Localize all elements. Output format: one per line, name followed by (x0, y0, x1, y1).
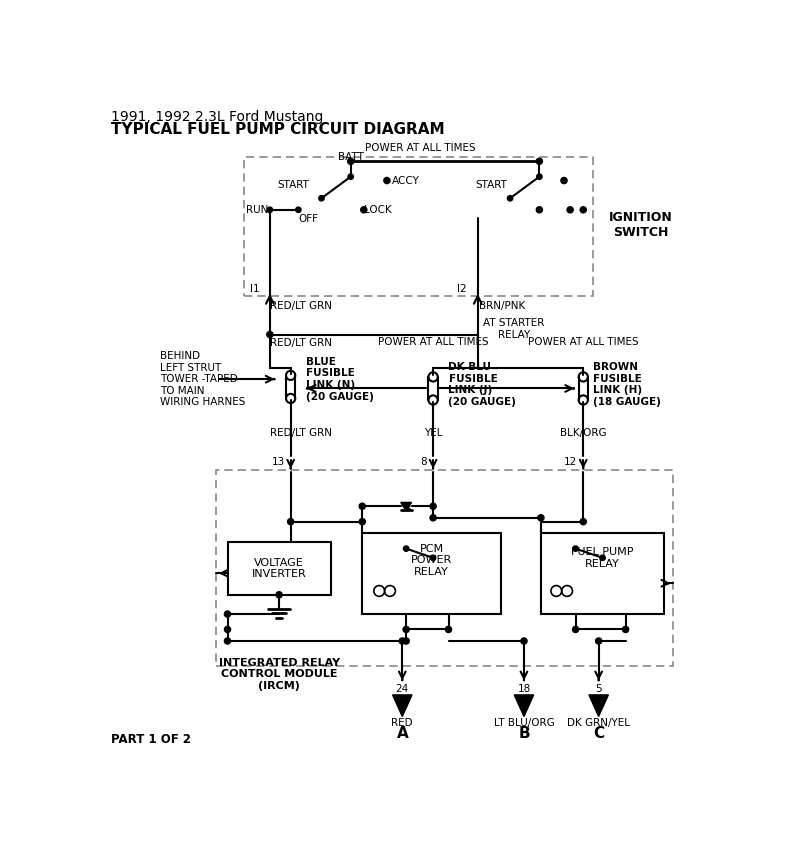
Circle shape (600, 555, 605, 560)
Circle shape (266, 332, 273, 337)
Bar (362, 533, 501, 614)
Text: 18: 18 (518, 683, 530, 694)
Circle shape (573, 626, 578, 632)
Text: 8: 8 (420, 457, 427, 468)
Text: LOCK: LOCK (364, 205, 391, 215)
Text: VOLTAGE
INVERTER: VOLTAGE INVERTER (252, 558, 306, 580)
Text: C: C (593, 726, 604, 741)
Circle shape (507, 196, 513, 201)
Text: PCM
POWER
RELAY: PCM POWER RELAY (411, 543, 452, 577)
Circle shape (287, 518, 294, 524)
Bar (216, 470, 674, 666)
Circle shape (446, 626, 451, 632)
Text: START: START (277, 180, 309, 190)
Text: FUEL PUMP
RELAY: FUEL PUMP RELAY (571, 547, 634, 569)
Text: B: B (518, 726, 530, 741)
Text: IGNITION
SWITCH: IGNITION SWITCH (609, 211, 673, 239)
Text: BLK/ORG: BLK/ORG (560, 428, 606, 438)
Circle shape (318, 196, 324, 201)
Circle shape (622, 626, 629, 632)
Text: I1: I1 (250, 284, 260, 294)
Text: INTEGRATED RELAY
CONTROL MODULE
(IRCM): INTEGRATED RELAY CONTROL MODULE (IRCM) (218, 658, 340, 691)
Circle shape (359, 518, 366, 524)
Circle shape (348, 174, 354, 179)
Circle shape (430, 503, 436, 509)
Circle shape (538, 515, 544, 521)
Circle shape (536, 158, 542, 164)
Circle shape (361, 207, 367, 212)
Polygon shape (514, 695, 534, 717)
Circle shape (580, 207, 586, 212)
Text: AT STARTER
RELAY: AT STARTER RELAY (483, 319, 545, 340)
Circle shape (384, 178, 390, 184)
Text: BATT: BATT (338, 151, 364, 162)
Text: 12: 12 (564, 457, 577, 468)
Text: 24: 24 (396, 683, 409, 694)
Circle shape (348, 158, 354, 164)
Text: ACCY: ACCY (392, 176, 420, 185)
Text: POWER AT ALL TIMES: POWER AT ALL TIMES (365, 143, 475, 153)
Text: POWER AT ALL TIMES: POWER AT ALL TIMES (378, 337, 489, 348)
Circle shape (403, 638, 410, 644)
Bar (245, 157, 594, 296)
Circle shape (267, 207, 273, 212)
Bar (541, 533, 664, 614)
Text: RED/LT GRN: RED/LT GRN (270, 428, 332, 438)
Text: A: A (397, 726, 408, 741)
Text: BLUE
FUSIBLE
LINK (N)
(20 GAUGE): BLUE FUSIBLE LINK (N) (20 GAUGE) (306, 357, 374, 401)
Circle shape (359, 503, 366, 509)
Circle shape (225, 611, 230, 617)
Text: I2: I2 (458, 284, 467, 294)
Circle shape (403, 546, 409, 552)
Bar (227, 542, 331, 595)
Circle shape (430, 515, 436, 521)
Text: TYPICAL FUEL PUMP CIRCUIT DIAGRAM: TYPICAL FUEL PUMP CIRCUIT DIAGRAM (111, 122, 445, 137)
Polygon shape (589, 695, 608, 717)
Circle shape (430, 555, 436, 560)
Text: BROWN
FUSIBLE
LINK (H)
(18 GAUGE): BROWN FUSIBLE LINK (H) (18 GAUGE) (594, 362, 661, 407)
Text: 13: 13 (272, 457, 286, 468)
Circle shape (399, 638, 406, 644)
Text: START: START (475, 180, 506, 190)
Text: RED: RED (391, 717, 413, 728)
Text: BEHIND
LEFT STRUT
TOWER -TAPED
TO MAIN
WIRING HARNES: BEHIND LEFT STRUT TOWER -TAPED TO MAIN W… (160, 351, 245, 407)
Circle shape (595, 638, 602, 644)
Text: BRN/PNK: BRN/PNK (479, 301, 526, 311)
Circle shape (537, 174, 542, 179)
Text: DK GRN/YEL: DK GRN/YEL (567, 717, 630, 728)
Text: 5: 5 (595, 683, 602, 694)
Text: 1991, 1992 2.3L Ford Mustang: 1991, 1992 2.3L Ford Mustang (111, 110, 324, 124)
Polygon shape (393, 695, 412, 717)
Circle shape (573, 546, 578, 552)
Circle shape (225, 638, 230, 644)
Text: DK BLU
FUSIBLE
LINK (J)
(20 GAUGE): DK BLU FUSIBLE LINK (J) (20 GAUGE) (449, 362, 516, 407)
Circle shape (561, 178, 567, 184)
Text: RUN: RUN (246, 205, 269, 215)
Circle shape (296, 207, 301, 212)
Text: PART 1 OF 2: PART 1 OF 2 (111, 733, 191, 746)
Circle shape (580, 518, 586, 524)
Circle shape (276, 592, 282, 598)
Circle shape (536, 207, 542, 212)
Circle shape (225, 626, 230, 632)
Circle shape (403, 626, 410, 632)
Text: RED/LT GRN: RED/LT GRN (270, 338, 332, 348)
Polygon shape (401, 502, 411, 511)
Text: RED/LT GRN: RED/LT GRN (270, 301, 332, 311)
Text: LT BLU/ORG: LT BLU/ORG (494, 717, 554, 728)
Text: POWER AT ALL TIMES: POWER AT ALL TIMES (528, 337, 638, 348)
Circle shape (521, 638, 527, 644)
Text: YEL: YEL (424, 428, 442, 438)
Circle shape (567, 207, 574, 212)
Text: OFF: OFF (298, 214, 318, 224)
